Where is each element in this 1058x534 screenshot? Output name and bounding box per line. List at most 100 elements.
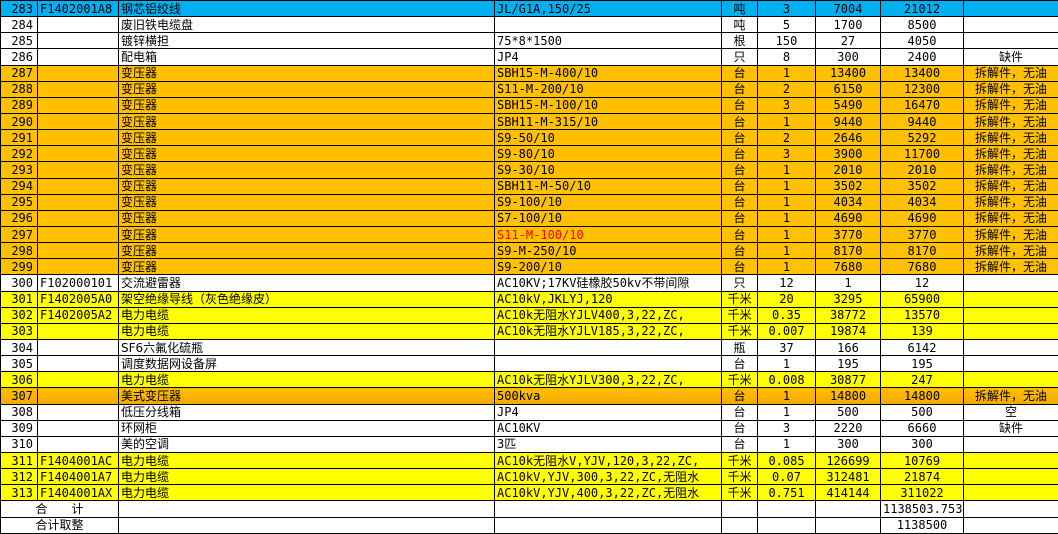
cell-amount[interactable]: 12300 bbox=[881, 81, 964, 97]
cell-specification[interactable]: S9-200/10 bbox=[495, 259, 722, 275]
cell-amount[interactable]: 139 bbox=[881, 323, 964, 339]
cell-specification[interactable] bbox=[495, 17, 722, 33]
cell-item-name[interactable]: SF6六氟化硫瓶 bbox=[119, 339, 495, 355]
cell-item-name[interactable]: 镀锌横担 bbox=[119, 33, 495, 49]
cell-specification[interactable] bbox=[495, 356, 722, 372]
cell-quantity[interactable]: 0.007 bbox=[758, 323, 816, 339]
cell-row-number[interactable]: 285 bbox=[1, 33, 38, 49]
cell-amount[interactable]: 21012 bbox=[881, 1, 964, 17]
cell-row-number[interactable]: 284 bbox=[1, 17, 38, 33]
cell-unit-price[interactable]: 27 bbox=[816, 33, 881, 49]
cell-item-code[interactable] bbox=[38, 17, 119, 33]
cell-row-number[interactable]: 290 bbox=[1, 113, 38, 129]
cell-quantity[interactable]: 3 bbox=[758, 420, 816, 436]
cell-unit[interactable]: 千米 bbox=[722, 485, 758, 501]
cell-unit-price[interactable]: 3770 bbox=[816, 226, 881, 242]
cell-remark[interactable]: 拆解件，无油 bbox=[964, 194, 1058, 210]
cell-item-name[interactable]: 美的空调 bbox=[119, 436, 495, 452]
cell-specification[interactable]: AC10KV;17KV硅橡胶50kv不带间隙 bbox=[495, 275, 722, 291]
cell-item-name[interactable]: 变压器 bbox=[119, 113, 495, 129]
cell-item-code[interactable] bbox=[38, 243, 119, 259]
empty-cell[interactable] bbox=[816, 501, 881, 517]
cell-item-name[interactable]: 美式变压器 bbox=[119, 388, 495, 404]
cell-unit-price[interactable]: 30877 bbox=[816, 372, 881, 388]
cell-quantity[interactable]: 0.085 bbox=[758, 452, 816, 468]
cell-item-name[interactable]: 变压器 bbox=[119, 210, 495, 226]
cell-row-number[interactable]: 310 bbox=[1, 436, 38, 452]
cell-row-number[interactable]: 301 bbox=[1, 291, 38, 307]
cell-row-number[interactable]: 295 bbox=[1, 194, 38, 210]
cell-quantity[interactable]: 1 bbox=[758, 388, 816, 404]
cell-unit-price[interactable]: 38772 bbox=[816, 307, 881, 323]
cell-remark[interactable] bbox=[964, 275, 1058, 291]
cell-item-name[interactable]: 变压器 bbox=[119, 97, 495, 113]
cell-unit-price[interactable]: 7680 bbox=[816, 259, 881, 275]
cell-item-name[interactable]: 钢芯铝绞线 bbox=[119, 1, 495, 17]
cell-specification[interactable]: AC10kV,JKLYJ,120 bbox=[495, 291, 722, 307]
cell-unit-price[interactable]: 126699 bbox=[816, 452, 881, 468]
cell-unit[interactable]: 台 bbox=[722, 356, 758, 372]
cell-specification[interactable]: SBH15-M-100/10 bbox=[495, 97, 722, 113]
cell-remark[interactable] bbox=[964, 1, 1058, 17]
cell-item-name[interactable]: 电力电缆 bbox=[119, 372, 495, 388]
cell-unit-price[interactable]: 500 bbox=[816, 404, 881, 420]
cell-unit[interactable]: 台 bbox=[722, 226, 758, 242]
cell-row-number[interactable]: 287 bbox=[1, 65, 38, 81]
cell-item-name[interactable]: 变压器 bbox=[119, 194, 495, 210]
cell-quantity[interactable]: 1 bbox=[758, 404, 816, 420]
empty-cell[interactable] bbox=[758, 501, 816, 517]
cell-unit[interactable]: 台 bbox=[722, 194, 758, 210]
cell-remark[interactable] bbox=[964, 323, 1058, 339]
cell-item-name[interactable]: 电力电缆 bbox=[119, 485, 495, 501]
cell-quantity[interactable]: 1 bbox=[758, 210, 816, 226]
cell-quantity[interactable]: 1 bbox=[758, 162, 816, 178]
cell-item-name[interactable]: 变压器 bbox=[119, 65, 495, 81]
cell-unit-price[interactable]: 312481 bbox=[816, 469, 881, 485]
cell-unit-price[interactable]: 2646 bbox=[816, 130, 881, 146]
cell-row-number[interactable]: 308 bbox=[1, 404, 38, 420]
cell-unit[interactable]: 台 bbox=[722, 436, 758, 452]
cell-amount[interactable]: 247 bbox=[881, 372, 964, 388]
cell-row-number[interactable]: 289 bbox=[1, 97, 38, 113]
cell-row-number[interactable]: 293 bbox=[1, 162, 38, 178]
cell-unit[interactable]: 台 bbox=[722, 178, 758, 194]
cell-row-number[interactable]: 304 bbox=[1, 339, 38, 355]
cell-row-number[interactable]: 299 bbox=[1, 259, 38, 275]
cell-unit-price[interactable]: 6150 bbox=[816, 81, 881, 97]
cell-row-number[interactable]: 311 bbox=[1, 452, 38, 468]
cell-unit[interactable]: 千米 bbox=[722, 469, 758, 485]
cell-unit[interactable]: 千米 bbox=[722, 291, 758, 307]
cell-amount[interactable]: 5292 bbox=[881, 130, 964, 146]
cell-quantity[interactable]: 3 bbox=[758, 97, 816, 113]
cell-unit[interactable]: 台 bbox=[722, 162, 758, 178]
cell-amount[interactable]: 65900 bbox=[881, 291, 964, 307]
cell-quantity[interactable]: 1 bbox=[758, 65, 816, 81]
cell-quantity[interactable]: 1 bbox=[758, 356, 816, 372]
cell-amount[interactable]: 4034 bbox=[881, 194, 964, 210]
cell-specification[interactable]: AC10kV,YJV,300,3,22,ZC,无阻水 bbox=[495, 469, 722, 485]
cell-item-name[interactable]: 电力电缆 bbox=[119, 452, 495, 468]
cell-item-name[interactable]: 电力电缆 bbox=[119, 323, 495, 339]
cell-quantity[interactable]: 37 bbox=[758, 339, 816, 355]
cell-remark[interactable]: 拆解件，无油 bbox=[964, 65, 1058, 81]
cell-remark[interactable]: 拆解件，无油 bbox=[964, 146, 1058, 162]
cell-remark[interactable]: 缺件 bbox=[964, 420, 1058, 436]
cell-unit-price[interactable]: 195 bbox=[816, 356, 881, 372]
cell-specification[interactable]: S11-M-200/10 bbox=[495, 81, 722, 97]
cell-amount[interactable]: 10769 bbox=[881, 452, 964, 468]
cell-row-number[interactable]: 286 bbox=[1, 49, 38, 65]
cell-quantity[interactable]: 2 bbox=[758, 81, 816, 97]
cell-remark[interactable] bbox=[964, 485, 1058, 501]
cell-row-number[interactable]: 298 bbox=[1, 243, 38, 259]
cell-item-name[interactable]: 变压器 bbox=[119, 130, 495, 146]
cell-remark[interactable]: 空 bbox=[964, 404, 1058, 420]
cell-amount[interactable]: 4690 bbox=[881, 210, 964, 226]
cell-specification[interactable]: JP4 bbox=[495, 49, 722, 65]
cell-amount[interactable]: 12 bbox=[881, 275, 964, 291]
cell-item-code[interactable] bbox=[38, 372, 119, 388]
cell-quantity[interactable]: 5 bbox=[758, 17, 816, 33]
cell-unit-price[interactable]: 2220 bbox=[816, 420, 881, 436]
cell-amount[interactable]: 13400 bbox=[881, 65, 964, 81]
cell-amount[interactable]: 3502 bbox=[881, 178, 964, 194]
cell-specification[interactable]: S9-30/10 bbox=[495, 162, 722, 178]
